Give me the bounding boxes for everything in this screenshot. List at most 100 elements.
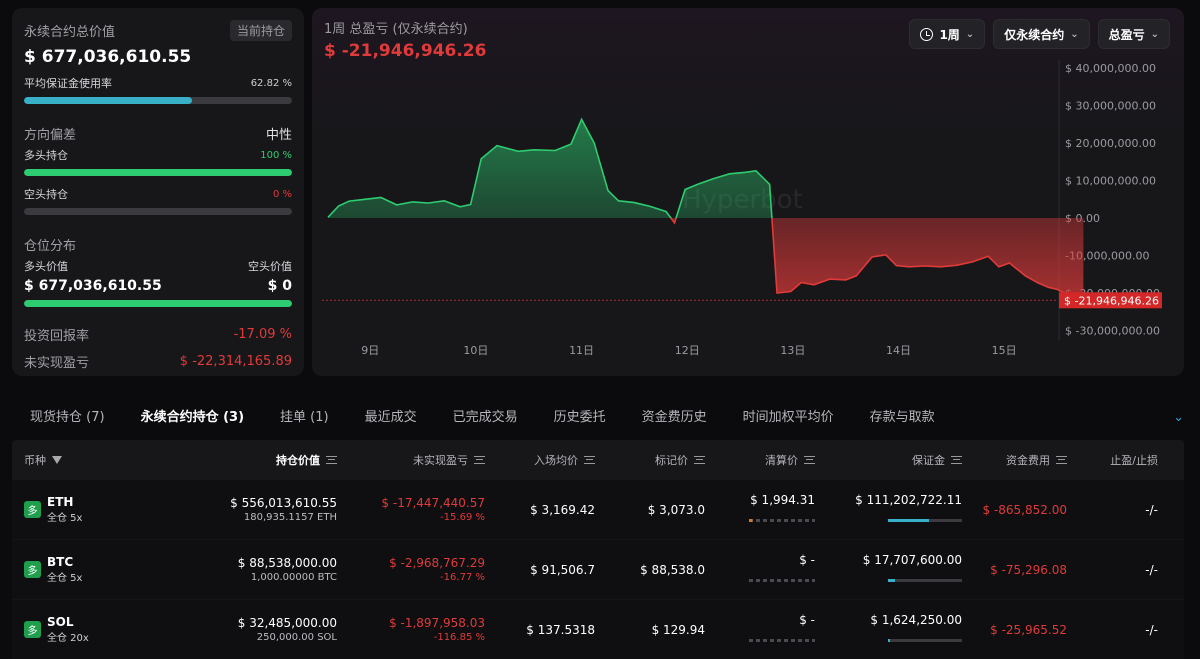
position-size: 250,000.00 SOL [256,632,337,643]
table-row[interactable]: 多 SOL 全仓 20x $ 32,485,000.00 250,000.00 … [12,600,1184,659]
chevron-down-icon[interactable]: ⌄ [1173,410,1184,425]
header-liq[interactable]: 清算价 [705,452,815,468]
header-entry[interactable]: 入场均价 [485,452,595,468]
coin-mode: 全仓 5x [47,573,83,584]
y-tick-label: $ 10,000,000.00 [1065,175,1156,188]
long-value: $ 677,036,610.55 [24,278,162,294]
upnl-value: $ -22,314,165.89 [179,354,292,369]
position-value: $ 88,538,000.00 [237,556,337,570]
coin-mode: 全仓 20x [47,633,89,644]
x-tick-label: 13日 [780,344,805,357]
entry-price: $ 91,506.7 [530,562,595,577]
margin-bar [888,519,962,522]
total-value-label: 永续合约总价值 [24,25,116,40]
entry-price: $ 137.5318 [526,622,595,637]
bias-label: 方向偏差 [24,128,77,143]
coin-name[interactable]: ETH [47,495,74,509]
bias-value: 中性 [265,128,292,143]
short-bar [24,208,292,215]
long-bar [24,169,292,176]
scope-select-label: 仅永续合约 [1004,27,1065,42]
upnl-pct: -16.77 % [440,572,485,583]
header-mark[interactable]: 标记价 [595,452,705,468]
tpsl-value[interactable]: -/- [1145,562,1158,577]
header-funding[interactable]: 资金费用 [962,452,1067,468]
upnl-cell: $ -2,968,767.29 -16.77 % [337,556,485,583]
short-value-label: 空头价值 [248,260,292,273]
coin-cell: 多 ETH 全仓 5x [12,495,152,524]
table-row[interactable]: 多 ETH 全仓 5x $ 556,013,610.55 180,935.115… [12,480,1184,540]
sort-icon[interactable] [951,456,962,464]
tab-4[interactable]: 已完成交易 [452,410,518,425]
position-value-cell: $ 32,485,000.00 250,000.00 SOL [152,616,337,643]
current-positions-badge[interactable]: 当前持仓 [229,20,292,41]
margin-bar [888,579,962,582]
position-size: 1,000.00000 BTC [250,572,337,583]
sort-icon[interactable] [1056,456,1067,464]
tab-3[interactable]: 最近成交 [364,410,417,425]
margin-usage-label: 平均保证金使用率 [24,77,112,90]
tpsl-value[interactable]: -/- [1145,622,1158,637]
pnl-chart[interactable]: Hyperbot $ 40,000,000.00$ 30,000,000.00$… [312,8,1184,376]
y-tick-label: $ 20,000,000.00 [1065,137,1156,150]
long-pct: 100 % [260,149,292,161]
chevron-down-icon: ⌄ [1070,28,1079,40]
metric-select[interactable]: 总盈亏 ⌄ [1097,19,1170,49]
upnl-cell: $ -17,447,440.57 -15.69 % [337,496,485,523]
header-margin[interactable]: 保证金 [815,452,962,468]
chart-title: 1周 总盈亏 (仅永续合约) [324,22,468,37]
position-tabs: 现货持仓 (7) 永续合约持仓 (3) 挂单 (1) 最近成交 已完成交易 历史委托 资金费… [12,398,953,438]
short-label: 空头持仓 [24,188,68,201]
coin-name[interactable]: SOL [47,615,74,629]
tab-2[interactable]: 挂单 (1) [280,410,329,425]
period-select[interactable]: 1周 ⌄ [909,19,986,49]
tab-7[interactable]: 时间加权平均价 [742,410,834,425]
scope-select[interactable]: 仅永续合约 ⌄ [993,19,1090,49]
table-body: 多 ETH 全仓 5x $ 556,013,610.55 180,935.115… [12,480,1184,659]
header-coin[interactable]: 币种 [12,452,152,468]
upnl-value: $ -1,897,958.03 [389,616,485,630]
mark-price: $ 129.94 [651,622,705,637]
header-position-value[interactable]: 持仓价值 [152,452,337,468]
table-row[interactable]: 多 BTC 全仓 5x $ 88,538,000.00 1,000.00000 … [12,540,1184,600]
sort-icon[interactable] [694,456,705,464]
tab-8[interactable]: 存款与取款 [869,410,935,425]
coin-name[interactable]: BTC [47,555,74,569]
upnl-pct: -15.69 % [440,512,485,523]
y-tick-label: $ 40,000,000.00 [1065,62,1156,75]
tpsl-value[interactable]: -/- [1145,502,1158,517]
sort-icon[interactable] [474,456,485,464]
long-value-label: 多头价值 [24,260,68,273]
short-pct: 0 % [272,188,292,200]
positive-line [327,117,773,218]
x-tick-label: 10日 [463,344,488,357]
margin-cell: $ 1,624,250.00 [815,613,962,646]
sort-icon[interactable] [804,456,815,464]
roi-value: -17.09 % [233,327,292,342]
position-size: 180,935.1157 ETH [243,512,337,523]
tab-0[interactable]: 现货持仓 (7) [30,410,105,425]
position-value: $ 556,013,610.55 [230,496,337,510]
liq-distance-bar [749,639,815,642]
mark-price: $ 88,538.0 [640,562,705,577]
header-upnl[interactable]: 未实现盈亏 [337,452,485,468]
funding-value: $ -25,965.52 [990,622,1067,637]
clock-icon [920,27,934,41]
long-label: 多头持仓 [24,149,68,162]
tab-5[interactable]: 历史委托 [553,410,606,425]
sort-icon[interactable] [326,456,337,464]
upnl-pct: -116.85 % [433,632,485,643]
period-select-label: 1周 [939,27,960,42]
filter-icon[interactable] [52,456,62,464]
tab-6[interactable]: 资金费历史 [641,410,707,425]
sort-icon[interactable] [584,456,595,464]
tab-1[interactable]: 永续合约持仓 (3) [140,410,245,425]
liq-distance-bar [749,519,815,522]
coin-cell: 多 SOL 全仓 20x [12,615,152,644]
summary-card: 永续合约总价值 当前持仓 $ 677,036,610.55 平均保证金使用率 6… [12,8,304,376]
table-header: 币种 持仓价值 未实现盈亏 入场均价 标记价 清算价 保证金 资金费用 止盈/止… [12,440,1184,480]
header-tpsl: 止盈/止损 [1110,454,1158,467]
margin-value: $ 1,624,250.00 [870,613,962,627]
upnl-label: 未实现盈亏 [24,356,90,371]
funding-value: $ -865,852.00 [982,502,1068,517]
